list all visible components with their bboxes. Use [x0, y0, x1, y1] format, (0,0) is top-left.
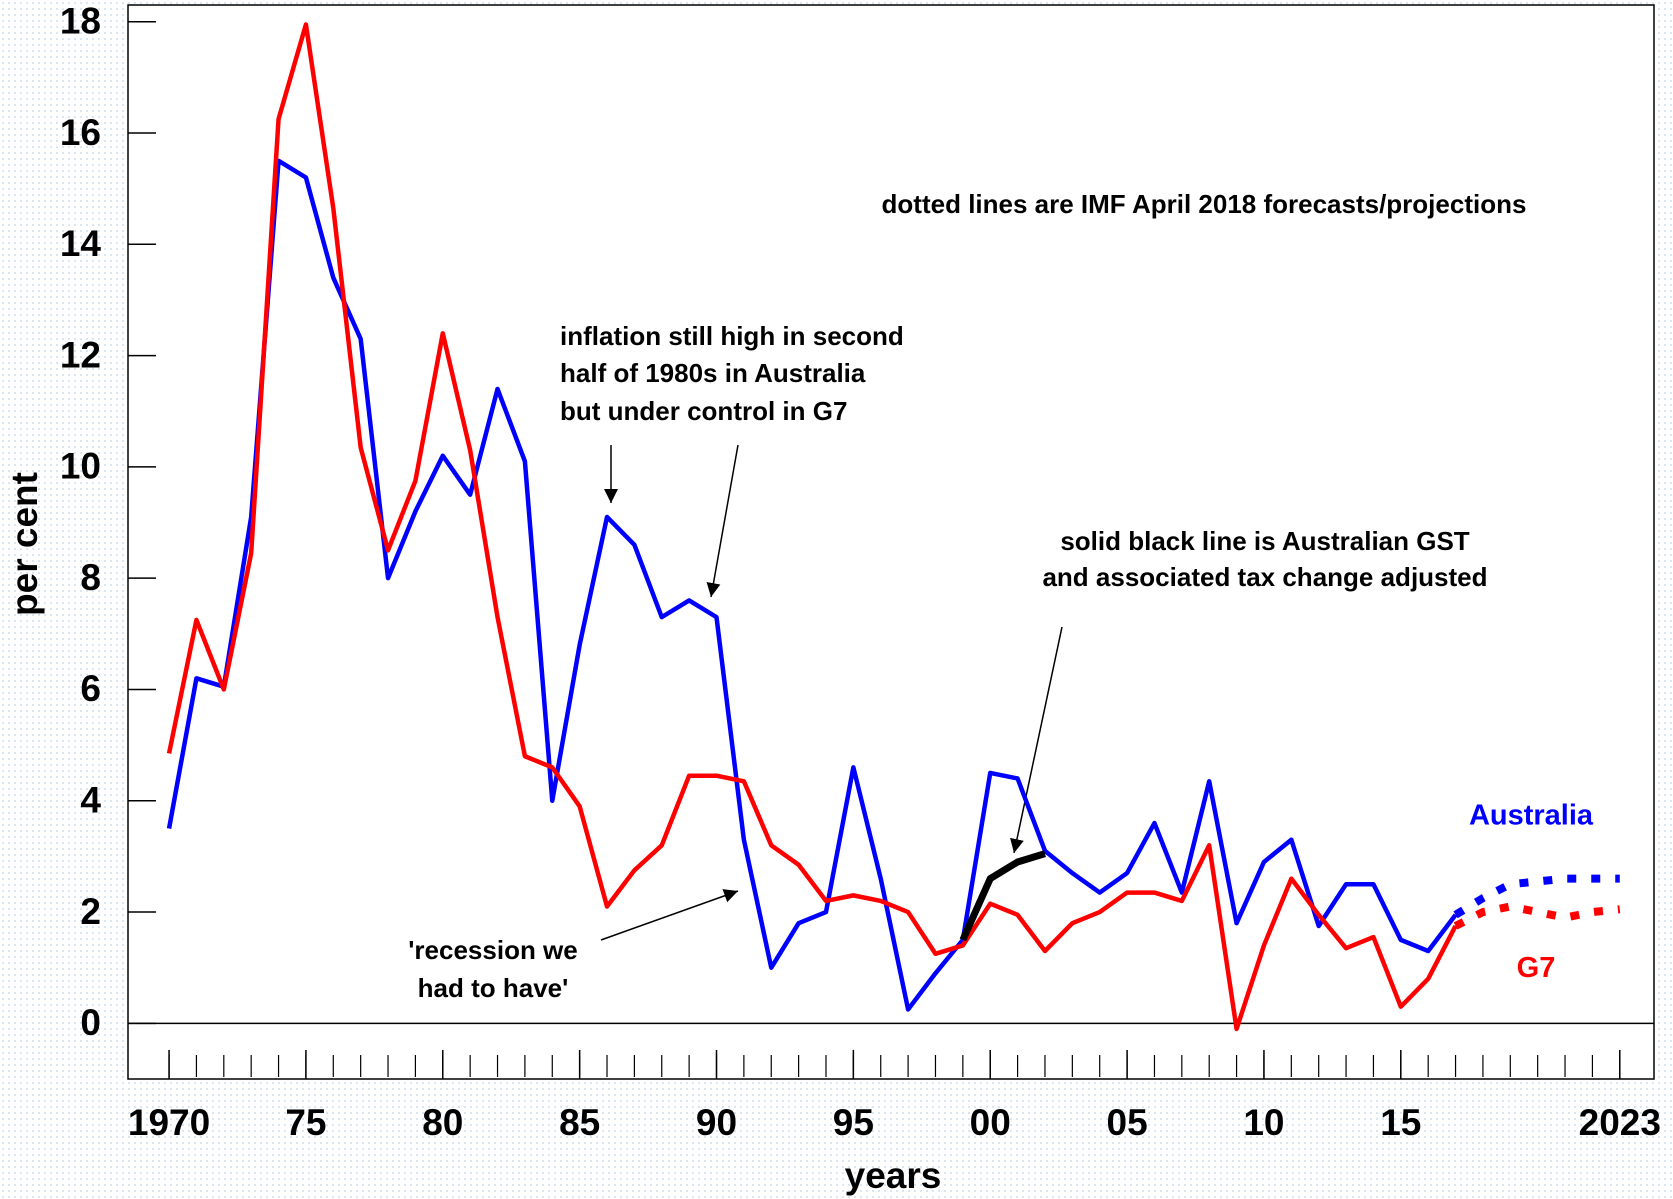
arrow: [1010, 626, 1063, 854]
arrow: [600, 889, 739, 941]
forecast-line: [1453, 874, 1620, 919]
x-tick-label: 2023: [1579, 1102, 1661, 1143]
x-tick-label: 00: [970, 1102, 1011, 1143]
series-label: Australia: [1469, 799, 1594, 831]
annotation: inflation still high in second: [560, 321, 904, 351]
x-tick-label: 80: [422, 1102, 463, 1143]
x-tick-label: 05: [1107, 1102, 1148, 1143]
y-tick-label: 0: [80, 1002, 101, 1043]
gst-line: [959, 850, 1046, 942]
x-tick-label: 85: [559, 1102, 600, 1143]
annotation: solid black line is Australian GST: [1060, 526, 1469, 556]
y-tick-label: 14: [60, 223, 102, 264]
x-axis-label: years: [845, 1155, 942, 1196]
x-tick-label: 75: [285, 1102, 326, 1143]
y-axis-label: per cent: [4, 472, 45, 616]
y-tick-label: 18: [60, 0, 101, 41]
y-tick-label: 12: [60, 334, 101, 375]
series-label: G7: [1517, 952, 1556, 984]
x-tick-label: 95: [833, 1102, 874, 1143]
arrows: [600, 444, 1063, 941]
series-line: [166, 22, 1458, 1032]
arrow: [706, 444, 739, 598]
x-tick-label: 1970: [128, 1102, 210, 1143]
x-tick-label: 90: [696, 1102, 737, 1143]
y-tick-label: 8: [80, 557, 101, 598]
forecast-line: [1453, 902, 1621, 930]
annotation: dotted lines are IMF April 2018 forecast…: [882, 189, 1527, 219]
x-tick-label: 10: [1243, 1102, 1284, 1143]
y-tick-label: 2: [80, 891, 101, 932]
annotation: half of 1980s in Australia: [560, 358, 866, 388]
x-tick-label: 15: [1380, 1102, 1421, 1143]
annotation: and associated tax change adjusted: [1042, 562, 1487, 592]
y-tick-label: 16: [60, 112, 101, 153]
annotation: had to have': [418, 973, 569, 1003]
y-tick-label: 10: [60, 446, 101, 487]
annotation: but under control in G7: [560, 396, 847, 426]
y-tick-label: 4: [80, 780, 101, 821]
annotation: 'recession we: [408, 935, 578, 965]
y-tick-label: 6: [80, 668, 101, 709]
